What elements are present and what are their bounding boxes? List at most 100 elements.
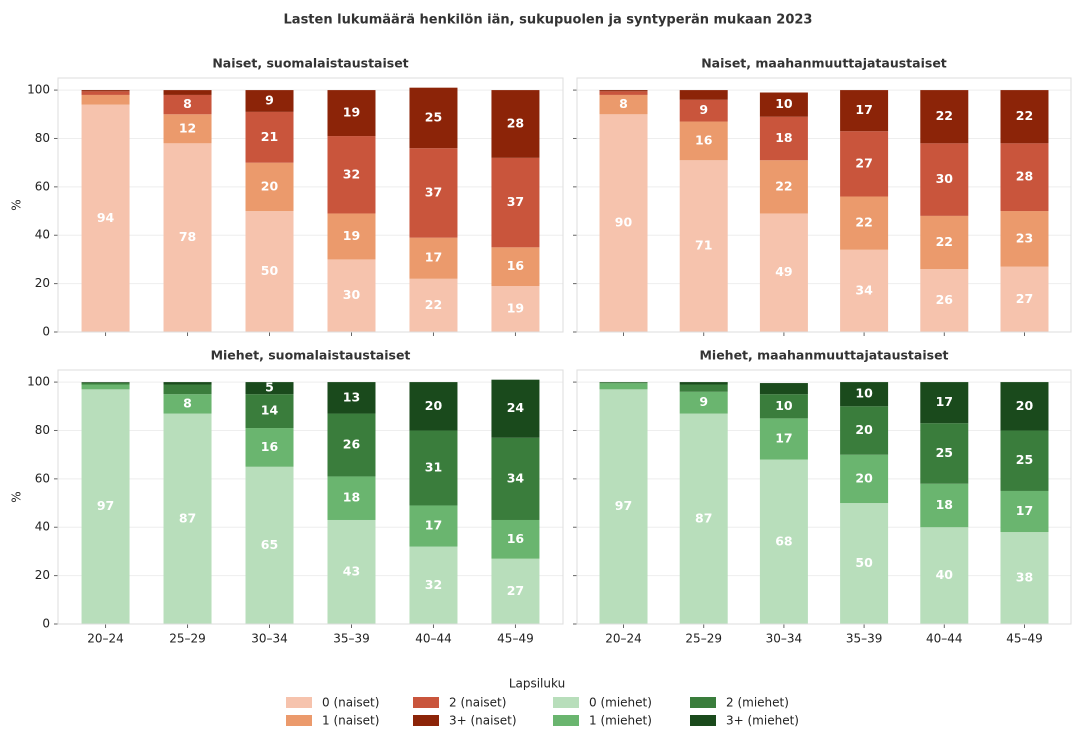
value-label: 71 <box>695 238 712 253</box>
bar-segment <box>679 99 728 122</box>
value-label: 19 <box>343 105 360 120</box>
value-label: 37 <box>507 194 524 209</box>
legend-swatch <box>286 715 312 726</box>
value-label: 87 <box>179 510 196 525</box>
bar-segment <box>599 389 648 624</box>
value-label: 90 <box>615 215 633 230</box>
bar-segment <box>1000 266 1049 332</box>
value-label: 22 <box>936 234 953 249</box>
bar-segment <box>759 394 808 419</box>
bar-segment <box>679 90 728 100</box>
value-label: 31 <box>425 459 442 474</box>
legend-label: 1 (naiset) <box>322 714 379 728</box>
value-label: 40 <box>936 567 954 582</box>
value-label: 43 <box>343 563 360 578</box>
value-label: 5 <box>265 380 274 395</box>
bar-segment <box>491 437 540 520</box>
bar-segment <box>245 90 294 112</box>
bar-segment <box>1000 532 1049 624</box>
value-label: 50 <box>855 555 873 570</box>
value-label: 94 <box>97 210 115 225</box>
bar-segment <box>245 466 294 624</box>
x-tick-label: 25–29 <box>169 632 206 646</box>
legend-label: 0 (naiset) <box>322 696 379 710</box>
value-label: 9 <box>699 394 708 409</box>
bar-segment <box>1000 490 1049 533</box>
value-label: 19 <box>507 301 524 316</box>
legend-swatch <box>690 715 716 726</box>
value-label: 10 <box>775 96 793 111</box>
value-label: 20 <box>855 470 873 485</box>
value-label: 18 <box>936 497 953 512</box>
legend-swatch <box>690 697 716 708</box>
value-label: 20 <box>855 422 873 437</box>
value-label: 30 <box>343 287 361 302</box>
bar-segment <box>81 90 130 92</box>
bar-segment <box>327 90 376 137</box>
value-label: 17 <box>425 518 442 533</box>
legend-label: 2 (naiset) <box>449 696 506 710</box>
bar-segment <box>599 91 648 95</box>
value-label: 17 <box>855 102 872 117</box>
value-label: 16 <box>695 132 713 147</box>
bar-segment <box>599 382 648 384</box>
bar-segment <box>679 391 728 414</box>
bar-segment <box>840 406 889 455</box>
bar-segment <box>409 505 458 547</box>
x-tick-label: 20–24 <box>605 632 642 646</box>
bar-segment <box>81 389 130 624</box>
value-label: 17 <box>1016 503 1033 518</box>
legend-label: 3+ (miehet) <box>726 714 799 728</box>
bar-segment <box>163 382 212 385</box>
value-label: 28 <box>1016 169 1033 184</box>
value-label: 24 <box>507 400 525 415</box>
x-tick-label: 45–49 <box>1006 632 1043 646</box>
bar-segment <box>679 413 728 624</box>
bar-segment <box>327 259 376 332</box>
value-label: 25 <box>425 109 442 124</box>
value-label: 16 <box>261 439 279 454</box>
x-tick-label: 40–44 <box>415 632 452 646</box>
y-tick-label: 40 <box>35 520 50 534</box>
value-label: 50 <box>261 263 279 278</box>
bar-segment <box>759 459 808 624</box>
x-tick-label: 30–34 <box>251 632 288 646</box>
value-label: 14 <box>261 403 279 418</box>
value-label: 17 <box>425 250 442 265</box>
bar-segment <box>409 430 458 506</box>
value-label: 18 <box>775 130 792 145</box>
bar-segment <box>759 160 808 214</box>
value-label: 20 <box>1016 398 1034 413</box>
y-tick-label: 20 <box>35 276 50 290</box>
bar-segment <box>1000 143 1049 212</box>
legend-label: 2 (miehet) <box>726 696 789 710</box>
bar-segment <box>759 418 808 460</box>
bar-segment <box>599 94 648 115</box>
bar-segment <box>81 382 130 385</box>
bar-segment <box>920 143 969 216</box>
value-label: 25 <box>1016 452 1033 467</box>
bar-segment <box>920 215 969 270</box>
value-label: 27 <box>855 155 872 170</box>
value-label: 21 <box>261 129 278 144</box>
bar-segment <box>491 247 540 287</box>
plot-frame <box>57 77 564 333</box>
value-label: 30 <box>936 171 954 186</box>
bar-segment <box>163 90 212 95</box>
bar-segment <box>409 546 458 624</box>
bar-segment <box>245 382 294 395</box>
value-label: 13 <box>343 389 360 404</box>
value-label: 18 <box>343 490 360 505</box>
legend-swatch <box>553 697 579 708</box>
value-label: 32 <box>425 577 442 592</box>
value-label: 37 <box>425 184 442 199</box>
legend-label: 0 (miehet) <box>589 696 652 710</box>
bar-segment <box>920 382 969 424</box>
value-label: 16 <box>507 531 525 546</box>
bar-segment <box>840 454 889 504</box>
legend-swatch <box>286 697 312 708</box>
bar-segment <box>840 196 889 250</box>
bar-segment <box>920 90 969 144</box>
bar-segment <box>1000 90 1049 144</box>
panel-title: Naiset, maahanmuuttajataustaiset <box>701 56 947 71</box>
